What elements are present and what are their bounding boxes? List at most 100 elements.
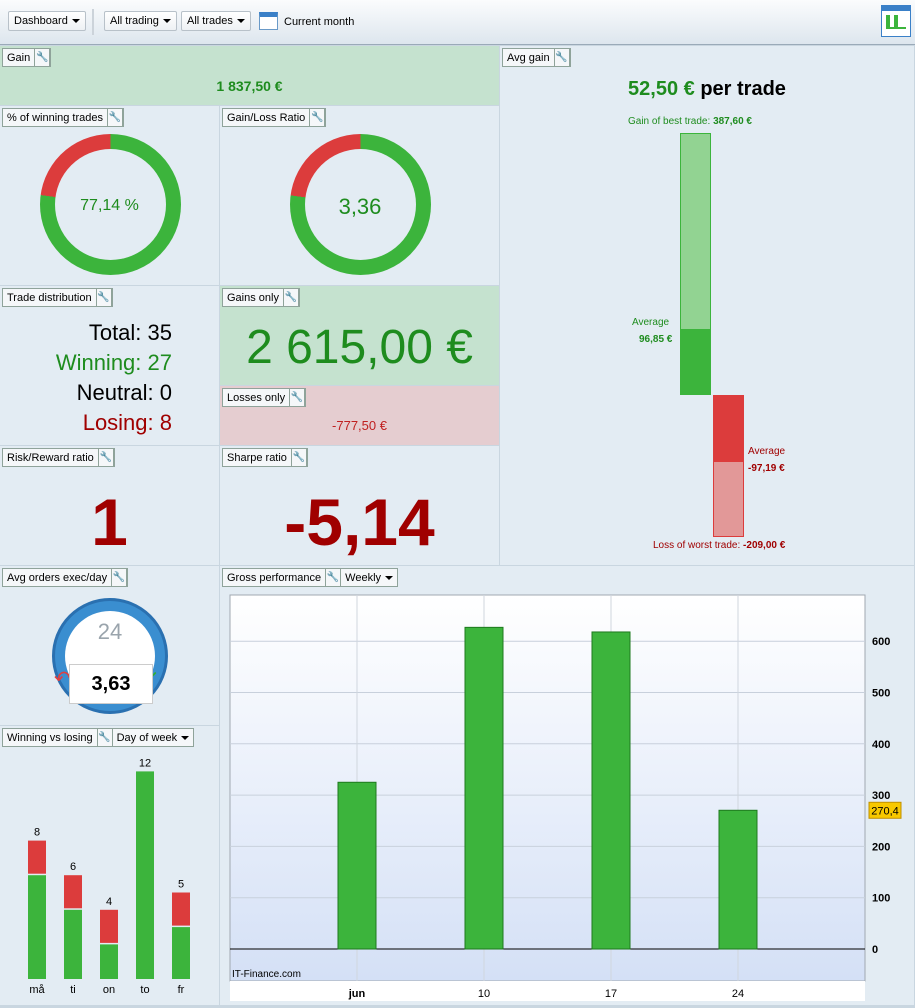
worst-trade: Loss of worst trade: -209,00 €	[653, 540, 785, 551]
last-value-marker	[868, 801, 902, 819]
bar-total-label: 4	[106, 896, 112, 908]
last-value-label: 270,4	[871, 805, 899, 817]
avg-orders-header: Avg orders exec/day 🔧	[2, 568, 129, 587]
period-label[interactable]: Current month	[284, 16, 355, 28]
gl-ratio-panel: Gain/Loss Ratio 🔧 3,36	[220, 106, 500, 286]
y-tick-label: 600	[872, 636, 890, 648]
panel-title: Avg orders exec/day	[3, 569, 113, 586]
x-axis-area	[230, 981, 865, 1001]
wrench-icon[interactable]: 🔧	[99, 449, 114, 466]
gross-performance-panel: Gross performance 🔧 Weekly IT-Finance.com …	[220, 566, 915, 1006]
gl-ratio-value: 3,36	[338, 194, 382, 219]
winning-pct-header: % of winning trades 🔧	[2, 108, 124, 127]
x-tick-label: fr	[178, 984, 185, 996]
dashboard-settings-icon[interactable]	[881, 5, 911, 37]
gl-donut	[290, 134, 431, 275]
toolbar: Dashboard All trading All trades Current…	[0, 0, 915, 45]
bar-total-label: 5	[178, 879, 184, 891]
wrench-icon[interactable]: 🔧	[108, 109, 123, 126]
y-tick-label: 100	[872, 893, 890, 905]
neutral-count: Neutral: 0	[76, 380, 172, 405]
trades-dropdown[interactable]: All trades	[181, 11, 251, 31]
winning-donut	[40, 134, 181, 275]
x-tick-label: jun	[348, 988, 366, 1000]
panel-title: Gain/Loss Ratio	[223, 109, 311, 126]
winning-bar	[28, 875, 46, 979]
avg-gain-headline: 52,50 € per trade	[500, 78, 914, 101]
wrench-icon[interactable]: 🔧	[112, 569, 128, 586]
loss-bar	[713, 395, 744, 537]
dashboard-dropdown[interactable]: Dashboard	[8, 11, 86, 31]
winning-pct-value: 77,14 %	[80, 197, 139, 214]
panel-title: Gross performance	[223, 569, 327, 586]
bar-total-label: 12	[139, 757, 151, 769]
panel-title: Risk/Reward ratio	[3, 449, 99, 466]
wrench-icon[interactable]: 🔧	[35, 49, 51, 66]
wrench-icon[interactable]: 🔧	[292, 449, 307, 466]
avg-win-label: Average	[632, 317, 670, 328]
gain-value: 1 837,50 €	[216, 78, 283, 94]
x-tick-label: 17	[605, 988, 617, 1000]
winning-bar	[136, 771, 154, 979]
total-count: Total: 35	[88, 320, 172, 345]
losses-only-header: Losses only 🔧	[222, 388, 307, 407]
down-arrow-icon: ↶	[54, 668, 71, 690]
watermark: IT-Finance.com	[232, 969, 301, 980]
x-tick-label: to	[140, 984, 149, 996]
winning-pct-panel: % of winning trades 🔧 77,14 %	[0, 106, 220, 286]
trade-distribution-panel: Trade distribution 🔧 Total: 35 Winning: 2…	[0, 286, 220, 446]
y-tick-label: 0	[872, 944, 878, 956]
y-tick-label: 300	[872, 790, 890, 802]
risk-reward-header: Risk/Reward ratio 🔧	[2, 448, 115, 467]
distribution-header: Trade distribution 🔧	[2, 288, 113, 307]
wrench-icon[interactable]: 🔧	[97, 289, 112, 306]
wvl-header: Winning vs losing 🔧 Day of week	[2, 728, 195, 747]
gains-only-header: Gains only 🔧	[222, 288, 300, 307]
avg-loss-value: -97,19 €	[748, 463, 785, 474]
losses-only-value: -777,50 €	[332, 418, 387, 433]
calendar-icon[interactable]	[259, 12, 278, 30]
sharpe-value: -5,14	[284, 485, 435, 559]
avg-loss-label: Average	[748, 446, 786, 457]
winning-bar	[64, 909, 82, 979]
avg-orders-panel: Avg orders exec/day🔧 24 ↶ ↷ 3,63	[0, 566, 220, 726]
losing-bar	[64, 875, 82, 909]
gains-only-value: 2 615,00 €	[246, 321, 473, 374]
performance-bar	[718, 809, 758, 950]
panel-title: Trade distribution	[3, 289, 97, 306]
best-trade-label: Gain of best trade:	[628, 116, 711, 127]
plot-area	[229, 594, 866, 982]
y-tick-label: 500	[872, 688, 890, 700]
bar-total-label: 6	[70, 861, 76, 873]
risk-reward-panel: Risk/Reward ratio 🔧 1	[0, 446, 220, 566]
performance-bar	[337, 781, 377, 950]
wrench-icon[interactable]: 🔧	[284, 289, 299, 306]
worst-trade-value: -209,00 €	[743, 540, 786, 551]
trading-dropdown[interactable]: All trading	[104, 11, 177, 31]
avg-gain-panel: Avg gain 🔧 52,50 € per trade Gain of best…	[500, 46, 915, 566]
best-trade-value: 387,60 €	[713, 116, 752, 127]
y-tick-label: 400	[872, 739, 890, 751]
winning-count: Winning: 27	[55, 350, 172, 375]
x-tick-label: 24	[732, 988, 744, 1000]
winning-bar	[172, 927, 190, 979]
weekly-dropdown[interactable]: Weekly	[341, 569, 397, 586]
losing-bar	[28, 840, 46, 874]
wrench-icon[interactable]: 🔧	[310, 109, 326, 126]
avg-gain-suffix: per trade	[700, 78, 786, 100]
panel-title: Avg gain	[503, 49, 555, 66]
panel-title: Losses only	[223, 389, 291, 406]
avg-gain-value: 52,50 €	[628, 78, 695, 100]
gain-panel: Gain 🔧 1 837,50 €	[0, 46, 500, 106]
worst-trade-label: Loss of worst trade:	[653, 540, 741, 551]
wrench-icon[interactable]: 🔧	[290, 389, 306, 406]
losing-bar	[172, 892, 190, 926]
gl-ratio-header: Gain/Loss Ratio 🔧	[222, 108, 327, 127]
panel-title: Gains only	[223, 289, 284, 306]
wrench-icon[interactable]: 🔧	[555, 49, 570, 66]
sharpe-header: Sharpe ratio 🔧	[222, 448, 308, 467]
gains-only-panel: Gains only 🔧 2 615,00 €	[220, 286, 500, 386]
losing-bar	[100, 909, 118, 943]
gain-bar	[680, 133, 711, 395]
day-of-week-dropdown[interactable]: Day of week	[113, 729, 194, 746]
